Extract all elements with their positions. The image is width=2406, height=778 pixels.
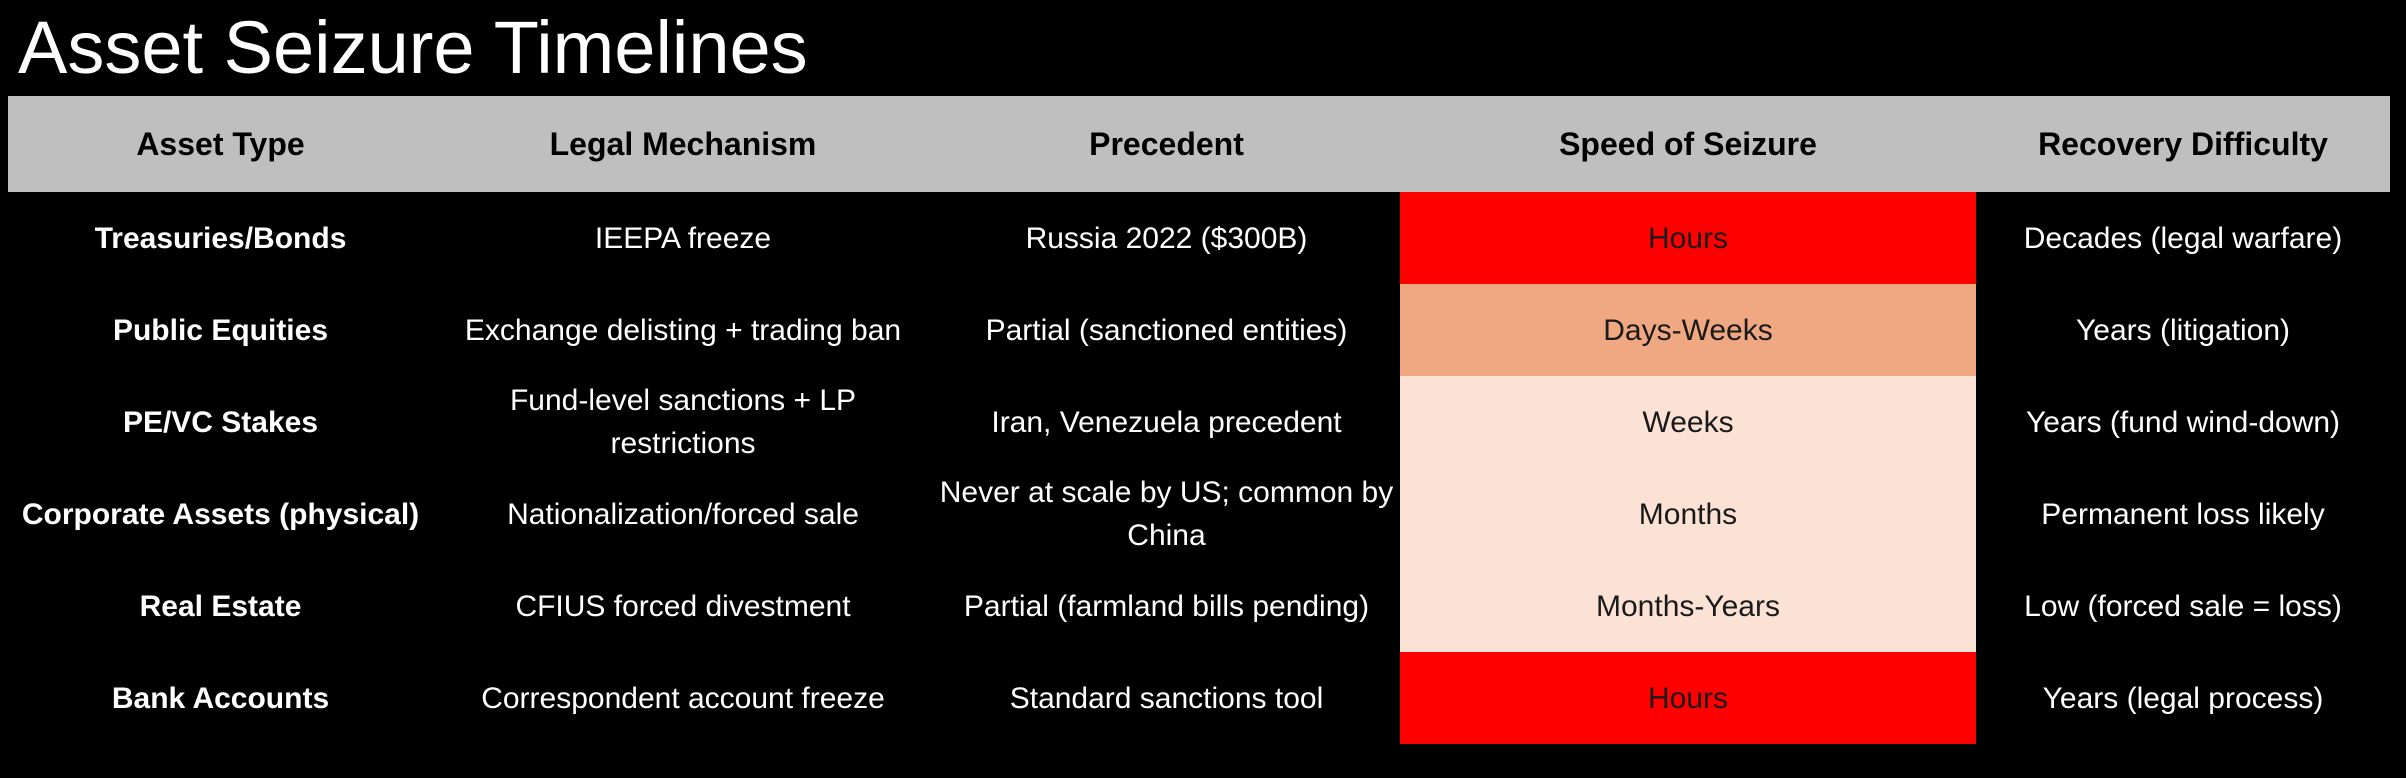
column-header-precedent: Precedent (933, 96, 1400, 192)
column-header-asset-type: Asset Type (8, 96, 433, 192)
column-header-recovery-difficulty: Recovery Difficulty (1976, 96, 2390, 192)
recovery-difficulty-cell: Permanent loss likely (2041, 497, 2325, 531)
asset-type-cell: Bank Accounts (111, 681, 330, 715)
recovery-difficulty-cell: Years (litigation) (2076, 313, 2290, 347)
speed-of-seizure-cell: Weeks (1400, 376, 1976, 468)
precedent-cell: Partial (sanctioned entities) (985, 313, 1348, 347)
table-header-row: Asset Type Legal Mechanism Precedent Spe… (8, 96, 2390, 192)
precedent-cell: Russia 2022 ($300B) (1025, 221, 1308, 255)
asset-type-cell: Corporate Assets (physical) (21, 497, 420, 531)
column-header-legal-mechanism: Legal Mechanism (433, 96, 933, 192)
speed-of-seizure-cell: Months-Years (1400, 560, 1976, 652)
legal-mechanism-cell: Fund-level sanctions + LP restrictions (509, 384, 857, 460)
legal-mechanism-cell: CFIUS forced divestment (515, 589, 851, 623)
asset-seizure-table: Asset Type Legal Mechanism Precedent Spe… (8, 96, 2390, 744)
speed-of-seizure-cell: Hours (1400, 652, 1976, 744)
legal-mechanism-cell: Nationalization/forced sale (507, 497, 859, 531)
speed-of-seizure-cell: Hours (1400, 192, 1976, 284)
recovery-difficulty-cell: Years (legal process) (2042, 681, 2324, 715)
table-row: Public Equities Exchange delisting + tra… (8, 284, 2390, 376)
table-row: Bank Accounts Correspondent account free… (8, 652, 2390, 744)
asset-type-cell: Treasuries/Bonds (94, 221, 347, 255)
asset-type-cell: Real Estate (139, 589, 302, 623)
precedent-cell: Iran, Venezuela precedent (991, 405, 1342, 439)
table-row: Treasuries/Bonds IEEPA freeze Russia 202… (8, 192, 2390, 284)
legal-mechanism-cell: IEEPA freeze (594, 221, 772, 255)
recovery-difficulty-cell: Low (forced sale = loss) (2024, 589, 2342, 623)
page-title: Asset Seizure Timelines (18, 6, 808, 89)
asset-type-cell: PE/VC Stakes (122, 405, 319, 439)
legal-mechanism-cell: Exchange delisting + trading ban (464, 313, 902, 347)
recovery-difficulty-cell: Years (fund wind-down) (2025, 405, 2341, 439)
table-row: PE/VC Stakes Fund-level sanctions + LP r… (8, 376, 2390, 468)
table-row: Corporate Assets (physical) Nationalizat… (8, 468, 2390, 560)
asset-type-cell: Public Equities (112, 313, 329, 347)
column-header-speed-of-seizure: Speed of Seizure (1400, 96, 1976, 192)
legal-mechanism-cell: Correspondent account freeze (481, 681, 885, 715)
precedent-cell: Standard sanctions tool (1009, 681, 1324, 715)
precedent-cell: Partial (farmland bills pending) (963, 589, 1370, 623)
recovery-difficulty-cell: Decades (legal warfare) (2023, 221, 2343, 255)
speed-of-seizure-cell: Months (1400, 468, 1976, 560)
precedent-cell: Never at scale by US; common by China (939, 476, 1394, 552)
table-row: Real Estate CFIUS forced divestment Part… (8, 560, 2390, 652)
speed-of-seizure-cell: Days-Weeks (1400, 284, 1976, 376)
